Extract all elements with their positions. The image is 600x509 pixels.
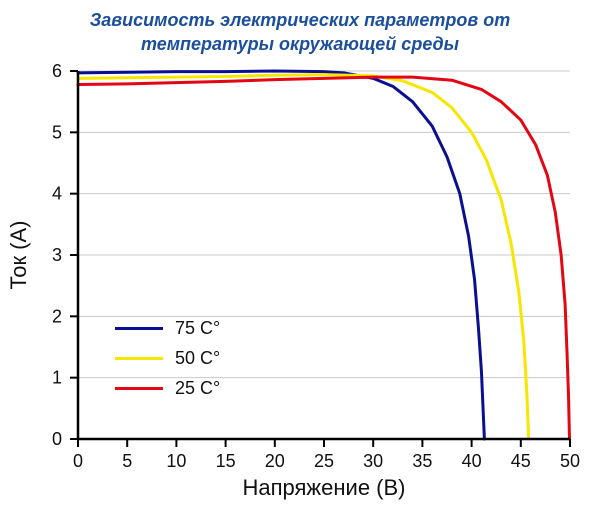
iv-curve-chart: 051015202530354045500123456Напряжение (В… — [0, 61, 600, 509]
legend-label: 25 С° — [175, 378, 220, 398]
y-tick-label: 6 — [52, 61, 62, 81]
title-line-1: Зависимость электрических параметров от — [90, 10, 511, 30]
y-tick-label: 5 — [52, 122, 62, 142]
x-tick-label: 25 — [314, 451, 334, 471]
legend-label: 50 С° — [175, 348, 220, 368]
x-tick-label: 30 — [363, 451, 383, 471]
x-tick-label: 5 — [122, 451, 132, 471]
legend-swatch — [115, 387, 163, 390]
y-tick-label: 0 — [52, 429, 62, 449]
x-tick-label: 15 — [216, 451, 236, 471]
legend-swatch — [115, 327, 163, 330]
x-axis-label: Напряжение (В) — [242, 475, 405, 500]
legend-swatch — [115, 357, 163, 360]
y-tick-label: 3 — [52, 245, 62, 265]
x-tick-label: 45 — [511, 451, 531, 471]
chart-container: 051015202530354045500123456Напряжение (В… — [0, 61, 600, 509]
x-tick-label: 0 — [73, 451, 83, 471]
title-line-2: температуры окружающей среды — [141, 34, 459, 54]
x-tick-label: 10 — [166, 451, 186, 471]
y-tick-label: 1 — [52, 367, 62, 387]
y-axis-label: Ток (А) — [6, 220, 31, 289]
legend-label: 75 С° — [175, 318, 220, 338]
x-tick-label: 20 — [265, 451, 285, 471]
y-tick-label: 4 — [52, 183, 62, 203]
y-tick-label: 2 — [52, 306, 62, 326]
x-tick-label: 35 — [412, 451, 432, 471]
chart-title: Зависимость электрических параметров от … — [0, 0, 600, 61]
x-tick-label: 40 — [462, 451, 482, 471]
x-tick-label: 50 — [560, 451, 580, 471]
